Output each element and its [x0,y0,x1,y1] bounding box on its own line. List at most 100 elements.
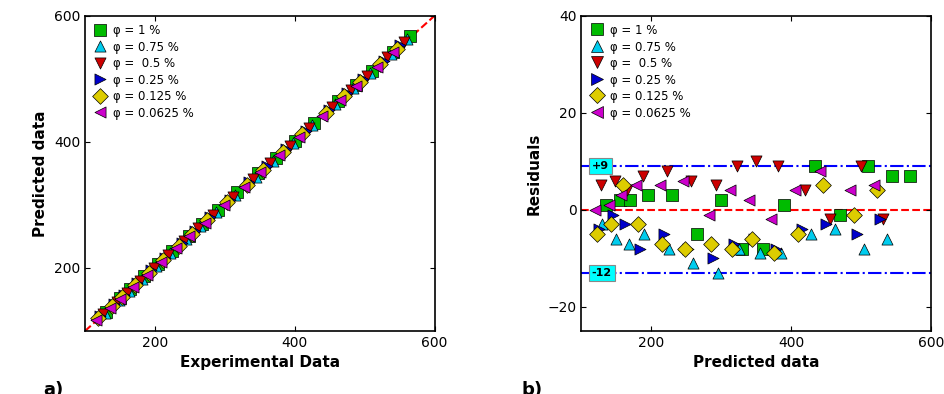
φ = 1 % [211,207,226,213]
φ = 0.75 % [304,122,319,128]
Point [613,192,628,198]
Point [802,231,818,237]
φ = 0.25 % [106,301,121,308]
Point [868,187,884,193]
φ = 0.0625 % [196,219,211,226]
Point [884,173,899,179]
Y-axis label: Predicted data: Predicted data [33,110,48,237]
φ = 0.75 % [346,84,361,91]
Point [789,231,804,237]
φ = 0.125 % [91,315,106,322]
φ = 0.75 % [111,297,126,303]
φ = 0.0625 % [272,152,287,158]
φ = 0.25 % [278,146,294,152]
Point [842,187,857,193]
φ = 0.25 % [222,197,237,203]
Point [636,231,651,237]
Point [832,212,847,218]
φ = 0.25 % [93,313,108,320]
φ =  0.5 % [262,160,278,166]
Point [622,197,637,203]
φ = 0.75 % [285,140,300,146]
X-axis label: Predicted data: Predicted data [692,355,818,370]
Point [879,236,894,242]
φ = 0.125 % [317,110,332,116]
Point [827,226,842,232]
Point [628,182,643,189]
φ =  0.5 % [177,238,192,244]
φ = 0.0625 % [347,83,362,89]
Point [658,168,673,174]
φ =  0.5 % [245,176,261,182]
φ = 1 % [194,221,210,227]
φ = 0.0625 % [89,317,104,323]
φ = 0.75 % [399,36,414,42]
φ = 0.0625 % [291,134,306,141]
Point [655,231,670,237]
Point [700,212,716,218]
Point [859,163,874,169]
Point [618,187,633,193]
φ = 1 % [363,67,379,74]
φ = 0.125 % [389,45,404,52]
φ =  0.5 % [160,252,176,258]
Point [588,231,603,237]
φ = 1 % [164,248,179,254]
Point [723,245,738,252]
φ = 0.125 % [336,93,351,100]
Point [725,240,740,247]
φ = 0.75 % [362,70,377,76]
Point [688,231,703,237]
φ = 1 % [123,286,138,292]
Point [871,216,886,223]
Point [807,163,822,169]
φ = 1 % [229,189,244,195]
Point [653,240,668,247]
φ = 0.75 % [382,51,397,58]
Point [587,206,602,213]
φ = 1 % [330,98,346,104]
φ =  0.5 % [95,311,110,317]
φ =  0.5 % [225,194,240,201]
φ = 0.125 % [155,257,170,264]
φ = 0.25 % [242,179,257,185]
φ = 0.75 % [162,250,177,256]
Point [593,182,608,189]
Point [902,173,917,179]
φ = 0.0625 % [153,259,168,266]
Point [748,158,763,164]
φ = 0.125 % [372,61,387,67]
Point [661,245,676,252]
Point [683,177,698,184]
Point [615,182,630,189]
φ = 1 % [268,154,283,161]
φ = 0.25 % [143,267,159,273]
φ = 0.75 % [135,275,150,282]
φ = 0.0625 % [385,48,400,55]
Point [746,236,761,242]
φ = 0.25 % [376,58,391,64]
Point [607,177,622,184]
φ = 0.0625 % [168,245,183,251]
Point [821,216,836,223]
φ = 1 % [98,309,113,315]
φ = 0.0625 % [314,113,329,119]
φ = 0.75 % [122,288,137,294]
φ = 0.25 % [393,42,408,48]
Point [856,245,871,252]
φ = 0.125 % [184,231,199,237]
Point [776,202,791,208]
φ = 0.125 % [171,243,186,249]
φ = 1 % [402,33,417,39]
φ = 0.25 % [298,128,313,134]
φ = 0.125 % [352,79,367,85]
φ = 0.75 % [247,173,262,180]
φ = 0.25 % [129,280,144,286]
Point [630,221,645,227]
φ = 0.25 % [187,228,202,234]
Point [612,197,627,203]
Point [793,226,808,232]
Point [767,245,783,252]
Point [733,245,749,252]
Text: -12: -12 [591,268,612,278]
